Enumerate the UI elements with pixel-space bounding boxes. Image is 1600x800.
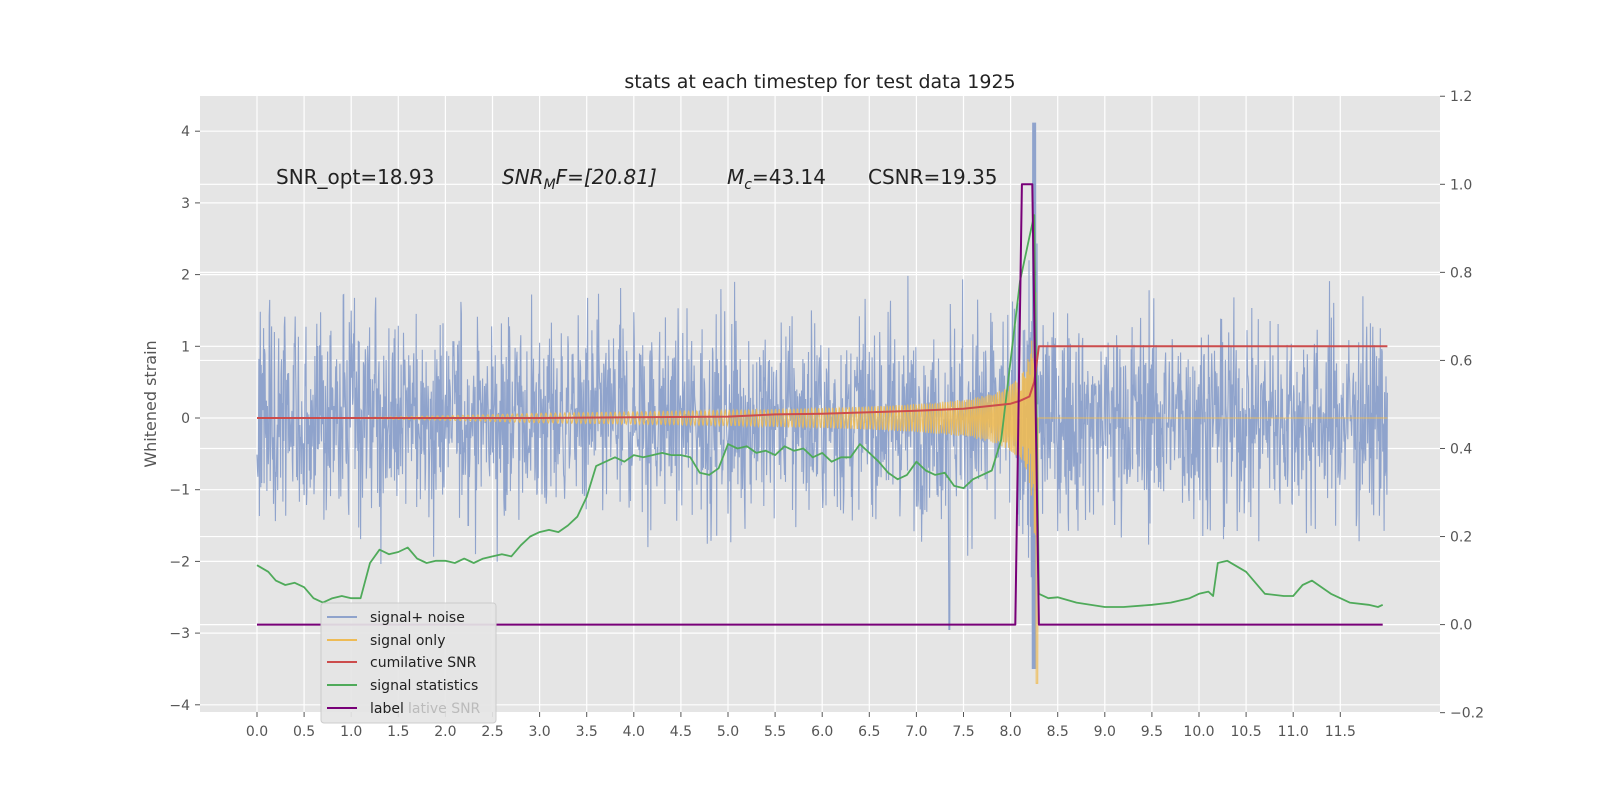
x-tick-label: 5.0 bbox=[717, 724, 739, 740]
y-tick-label: 2 bbox=[181, 268, 190, 284]
x-tick-label: 2.5 bbox=[481, 724, 503, 740]
x-tick-label: 10.0 bbox=[1183, 724, 1214, 740]
annotation-snr-mf-sub: M bbox=[544, 177, 556, 193]
y2-tick-label: 0.6 bbox=[1450, 353, 1472, 369]
annotation-snr-mf-tail: F=[20.81] bbox=[556, 165, 657, 189]
legend-label-signal-statistics: signal statistics bbox=[370, 678, 478, 694]
y-tick-label: −4 bbox=[169, 698, 190, 714]
x-tick-label: 7.5 bbox=[952, 724, 974, 740]
signal-only-series bbox=[257, 292, 1388, 684]
x-tick-label: 0.0 bbox=[246, 724, 268, 740]
cumulative-snr-line bbox=[257, 345, 1388, 419]
y-tick-label: −1 bbox=[169, 483, 190, 499]
y-tick-label: 4 bbox=[181, 124, 190, 140]
x-tick-label: 4.5 bbox=[670, 724, 692, 740]
x-tick-label: 4.0 bbox=[623, 724, 645, 740]
legend-label-label: label bbox=[370, 701, 404, 717]
legend-label-cumulative-snr: cumilative SNR bbox=[370, 655, 477, 671]
line-series bbox=[256, 183, 1388, 626]
annotation-mc: Mc=43.14 bbox=[727, 165, 826, 193]
y2-tick-label: 0.0 bbox=[1450, 618, 1472, 634]
annotation-snr-opt: SNR_opt=18.93 bbox=[276, 165, 434, 189]
signal-statistics-line bbox=[256, 214, 1384, 608]
label-line bbox=[257, 183, 1383, 626]
y-tick-label: 3 bbox=[181, 196, 190, 212]
annotation-mc-tail: =43.14 bbox=[752, 165, 826, 189]
y-axis-label: Whitened strain bbox=[141, 340, 160, 467]
legend-box bbox=[320, 602, 497, 724]
x-tick-label: 0.5 bbox=[293, 724, 315, 740]
annotation-mc-sub: c bbox=[744, 177, 752, 193]
axes: 0.0 0.5 1.0 1.5 2.0 2.5 3.0 3.5 4.0 4.5 5.0 5.5 6.0 6… bbox=[169, 89, 1484, 740]
x-tick-label: 9.0 bbox=[1094, 724, 1116, 740]
x-tick-label: 8.5 bbox=[1047, 724, 1069, 740]
annotation-snr-mf: SNRMF=[20.81] bbox=[502, 165, 657, 193]
x-tick-label: 8.0 bbox=[999, 724, 1021, 740]
x-tick-label: 11.0 bbox=[1278, 724, 1309, 740]
x-tick-label: 5.5 bbox=[764, 724, 786, 740]
x-tick-label: 6.0 bbox=[811, 724, 833, 740]
y2-tick-label: 0.2 bbox=[1450, 530, 1472, 546]
signal-noise-line bbox=[256, 122, 1388, 670]
x-tick-label: 3.0 bbox=[528, 724, 550, 740]
y2-tick-label: 0.8 bbox=[1450, 265, 1472, 281]
x-tick-label: 3.5 bbox=[576, 724, 598, 740]
y-tick-label: 0 bbox=[181, 411, 190, 427]
signal-only-line bbox=[257, 292, 1388, 684]
legend-label-signal-only: signal only bbox=[370, 633, 445, 649]
y2-tick-label: 0.4 bbox=[1450, 441, 1472, 457]
y-tick-label: 1 bbox=[181, 339, 190, 355]
legend-ghost-text: lative SNR bbox=[408, 701, 481, 717]
x-tick-label: 1.5 bbox=[387, 724, 409, 740]
annotation-mc-main: M bbox=[727, 165, 744, 189]
x-tick-label: 7.0 bbox=[905, 724, 927, 740]
legend: signal+ noise signal only cumilative SNR… bbox=[320, 602, 497, 724]
chart-title: stats at each timestep for test data 192… bbox=[624, 71, 1015, 93]
x-tick-label: 6.5 bbox=[858, 724, 880, 740]
annotation-csnr: CSNR=19.35 bbox=[868, 165, 998, 189]
x-tick-label: 10.5 bbox=[1231, 724, 1262, 740]
x-tick-label: 11.5 bbox=[1325, 724, 1356, 740]
y-tick-label: −2 bbox=[169, 554, 190, 570]
y-tick-label: −3 bbox=[169, 626, 190, 642]
x-tick-label: 9.5 bbox=[1141, 724, 1163, 740]
x-tick-label: 1.0 bbox=[340, 724, 362, 740]
legend-label-signal-noise: signal+ noise bbox=[370, 610, 465, 626]
y2-tick-label: 1.0 bbox=[1450, 177, 1472, 193]
y2-tick-label: −0.2 bbox=[1450, 706, 1484, 722]
signal-noise-series bbox=[256, 122, 1388, 670]
annotation-snr-mf-main: SNR bbox=[502, 165, 544, 189]
x-tick-label: 2.0 bbox=[434, 724, 456, 740]
y2-tick-label: 1.2 bbox=[1450, 89, 1472, 105]
